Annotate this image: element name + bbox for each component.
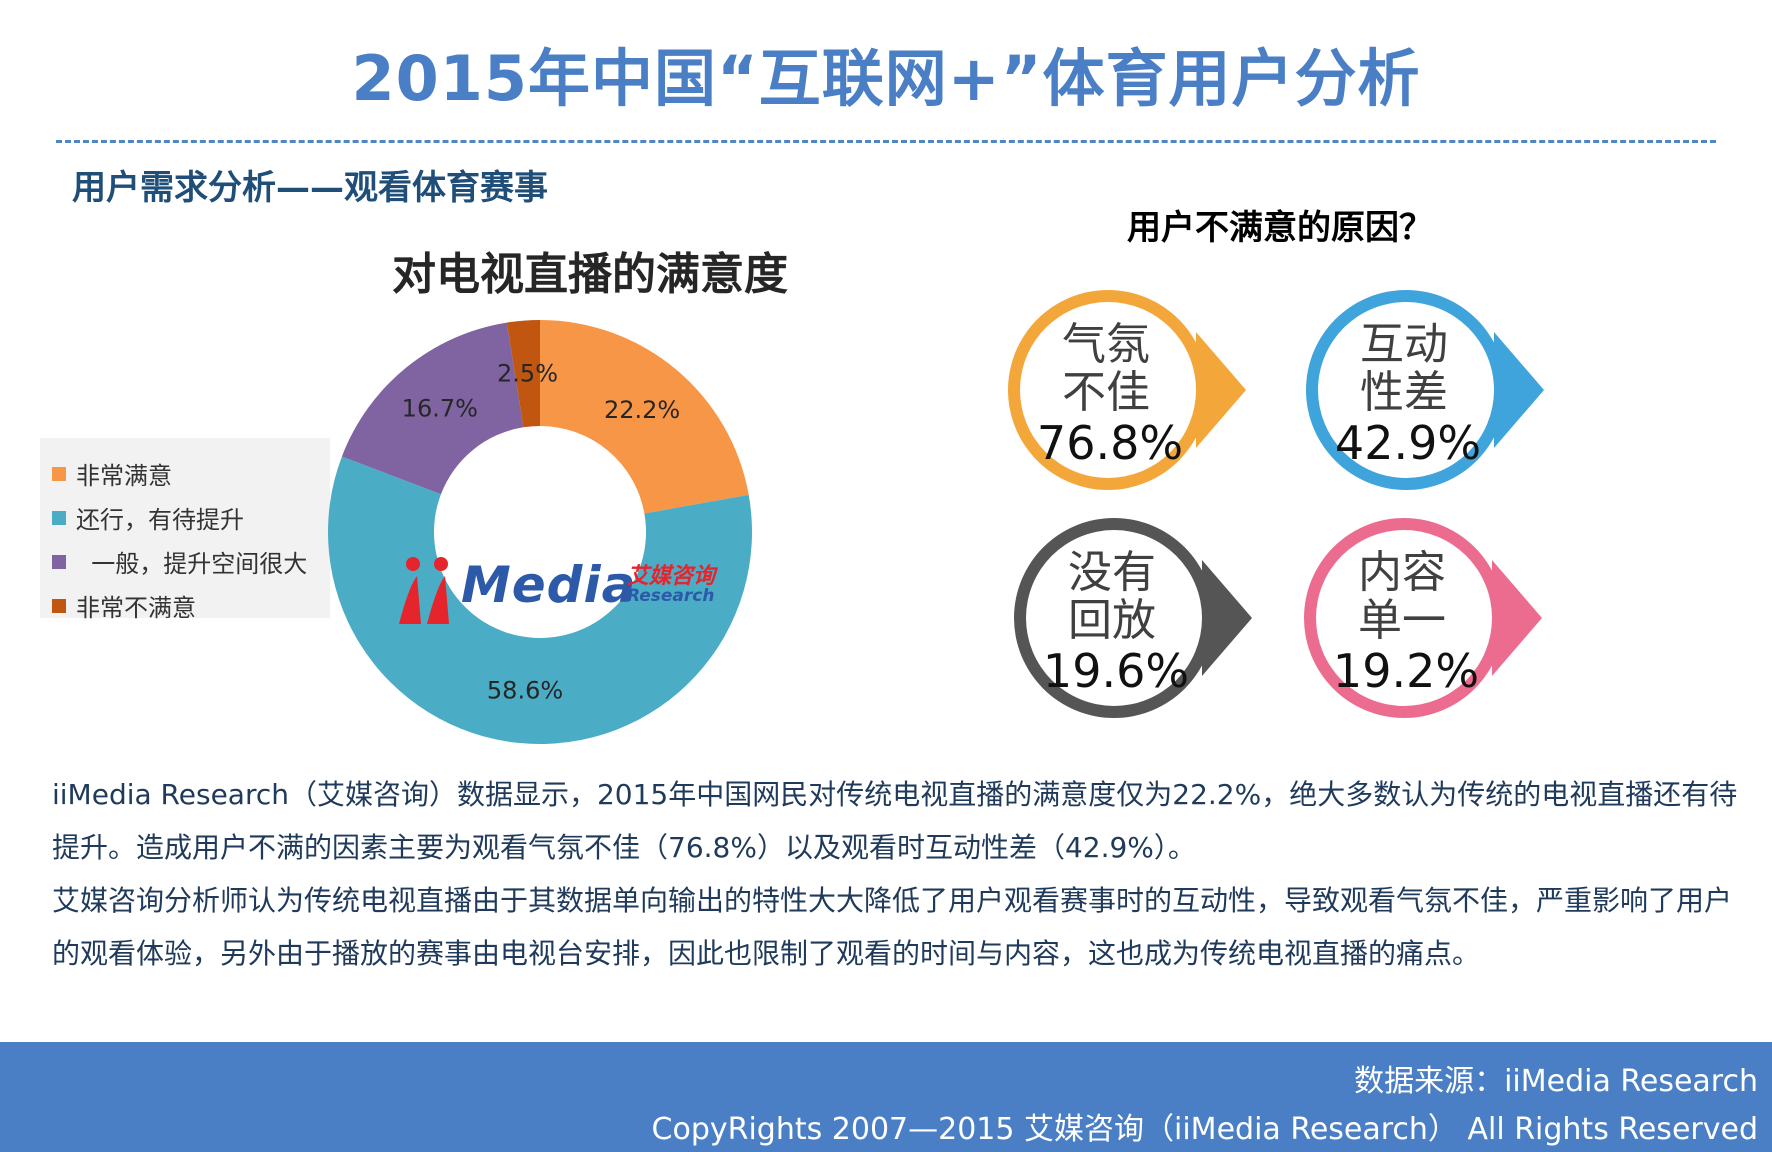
legend-label: 一般，提升空间很大 [76, 550, 308, 578]
chart-title: 对电视直播的满意度 [392, 249, 788, 300]
footer-copyright: CopyRights 2007—2015 艾媒咨询（iiMedia Resear… [651, 1112, 1758, 1147]
legend-label: 非常不满意 [76, 594, 196, 622]
donut-data-label-very-dissatisfied: 2.5% [497, 359, 558, 387]
legend-swatch [52, 466, 66, 481]
description-paragraph: 艾媒咨询分析师认为传统电视直播由于其数据单向输出的特性大大降低了用户观看赛事时的… [52, 884, 1733, 970]
divider [56, 140, 1716, 143]
reason-label-line2: 不佳 [1062, 367, 1150, 418]
donut-data-label-acceptable: 58.6% [487, 676, 563, 704]
donut-slice-acceptable [328, 456, 752, 744]
speech-bubble-icon [1306, 290, 1544, 490]
legend-item: 还行，有待提升 [52, 500, 244, 535]
donut-data-label-very-satisfied: 22.2% [604, 396, 680, 424]
section-title: 用户需求分析——观看体育赛事 [72, 168, 548, 208]
donut-slice-average [341, 322, 524, 495]
reason-value: 42.9% [1334, 416, 1482, 470]
reason-value: 19.6% [1042, 644, 1190, 698]
reason-label-line2: 回放 [1068, 595, 1156, 646]
reason-label-line2: 单一 [1358, 595, 1446, 646]
reason-label-line1: 内容 [1358, 547, 1446, 598]
reason-value: 19.2% [1332, 644, 1480, 698]
page-title: 2015年中国“互联网+”体育用户分析 [351, 42, 1421, 115]
reason-label-line2: 性差 [1360, 367, 1448, 418]
reason-label-line1: 没有 [1068, 547, 1156, 598]
reason-bubble-replay: 没有 回放 19.6% [1006, 510, 1262, 730]
watermark-brand: Media [461, 556, 637, 614]
legend-item: 非常不满意 [52, 588, 196, 623]
footer-source: 数据来源：iiMedia Research [1354, 1064, 1758, 1099]
donut-slice-very-satisfied [540, 320, 749, 514]
speech-bubble-icon [1304, 518, 1542, 718]
reason-value: 76.8% [1036, 416, 1184, 470]
speech-bubble-icon [1008, 290, 1246, 490]
legend-swatch [52, 510, 66, 525]
reason-bubble-atmosphere: 气氛 不佳 76.8% [1000, 282, 1256, 502]
footer: 数据来源：iiMedia Research CopyRights 2007—20… [0, 1042, 1772, 1152]
watermark-cn: 艾媒咨询 [627, 564, 716, 589]
reasons-title: 用户不满意的原因？ [1127, 208, 1433, 248]
chart-legend: 非常满意 还行，有待提升 一般，提升空间很大 非常不满意 [40, 438, 330, 622]
donut-data-label-average: 16.7% [402, 395, 478, 423]
reason-label-line1: 气氛 [1062, 319, 1150, 370]
legend-item: 非常满意 [52, 456, 172, 491]
legend-label: 还行，有待提升 [76, 506, 244, 534]
speech-bubble-icon [1014, 518, 1252, 718]
reason-bubble-interaction: 互动 性差 42.9% [1298, 282, 1554, 502]
iimedia-watermark: Media 艾媒咨询 Research [395, 556, 725, 636]
legend-label: 非常满意 [76, 462, 172, 490]
iimedia-logo-icon [399, 557, 449, 624]
reason-label-line1: 互动 [1360, 319, 1448, 370]
description-paragraph: iiMedia Research（艾媒咨询）数据显示，2015年中国网民对传统电… [52, 778, 1738, 864]
description: iiMedia Research（艾媒咨询）数据显示，2015年中国网民对传统电… [52, 768, 1742, 980]
donut-slice-very-dissatisfied [506, 320, 540, 428]
legend-item: 一般，提升空间很大 [52, 544, 307, 579]
legend-swatch [52, 554, 66, 569]
reason-bubble-content: 内容 单一 19.2% [1296, 510, 1552, 730]
legend-swatch [52, 598, 66, 613]
donut-chart: 22.2% 58.6% 16.7% 2.5% [328, 320, 752, 744]
watermark-research: Research [627, 586, 715, 606]
